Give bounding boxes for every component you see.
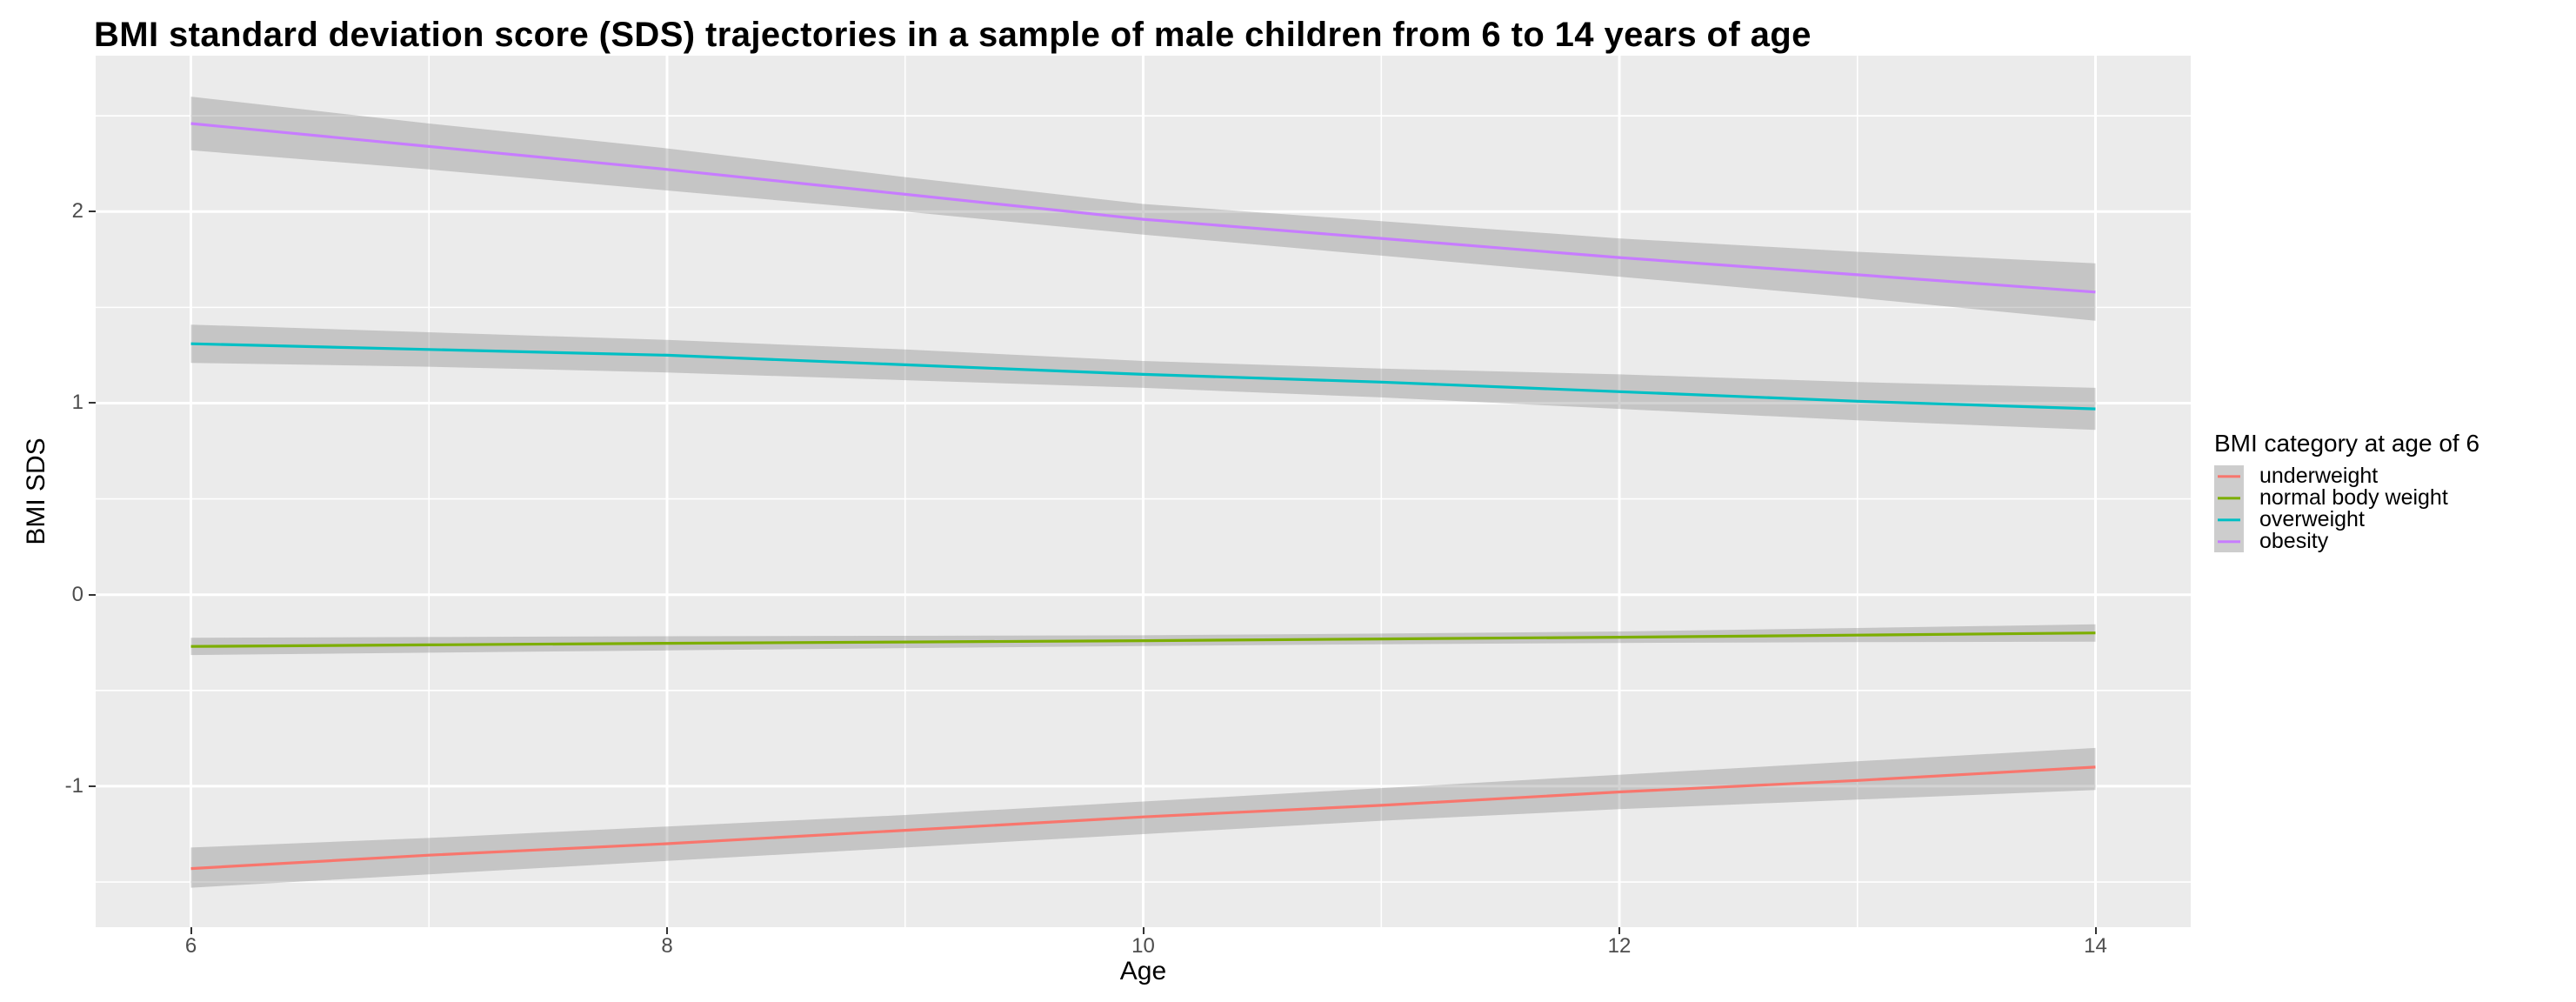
line-overweight bbox=[190, 342, 2096, 411]
x-axis-title: Age bbox=[1119, 957, 1167, 985]
plot-panel bbox=[96, 56, 2191, 927]
legend-title: BMI category at age of 6 bbox=[2214, 430, 2480, 457]
x-tick-mark bbox=[666, 927, 668, 934]
legend-item-underweight: underweight bbox=[2214, 464, 2479, 488]
y-tick-mark bbox=[89, 593, 96, 596]
legend-key-line bbox=[2218, 518, 2240, 522]
y-tick-label: -1 bbox=[64, 773, 83, 798]
x-tick-label: 12 bbox=[1607, 934, 1632, 958]
chart-title: BMI standard deviation score (SDS) traje… bbox=[94, 16, 1812, 54]
x-tick-mark bbox=[1142, 927, 1145, 934]
y-tick-mark bbox=[89, 402, 96, 404]
legend-key-line bbox=[2218, 539, 2240, 544]
line-normal-body-weight bbox=[190, 631, 2096, 648]
x-tick-label: 8 bbox=[661, 934, 673, 958]
y-tick-label: 1 bbox=[71, 391, 83, 415]
y-tick-label: 2 bbox=[71, 199, 83, 224]
legend-key-line bbox=[2218, 496, 2240, 500]
line-obesity bbox=[190, 122, 2096, 294]
legend-key-swatch bbox=[2214, 465, 2244, 487]
legend-item-overweight: overweight bbox=[2214, 507, 2479, 531]
legend-item-obesity: obesity bbox=[2214, 529, 2479, 553]
legend-item-label: normal body weight bbox=[2259, 485, 2448, 510]
y-tick-mark bbox=[89, 785, 96, 787]
legend-key-swatch bbox=[2214, 509, 2244, 531]
legend-item-normal-body-weight: normal body weight bbox=[2214, 485, 2479, 510]
x-tick-mark bbox=[1618, 927, 1620, 934]
legend-items: underweight normal body weight overweight o… bbox=[2214, 464, 2479, 553]
legend-item-label: underweight bbox=[2259, 464, 2379, 488]
x-tick-label: 10 bbox=[1131, 934, 1155, 958]
ribbon-overweight bbox=[190, 324, 2096, 431]
ribbon-obesity bbox=[190, 97, 2096, 321]
x-tick-label: 6 bbox=[184, 934, 197, 958]
x-tick-label: 14 bbox=[2084, 934, 2107, 958]
y-tick-mark bbox=[89, 210, 96, 213]
legend-key-line bbox=[2218, 474, 2240, 478]
line-underweight bbox=[190, 765, 2096, 871]
legend-key-swatch bbox=[2214, 487, 2244, 509]
x-tick-mark bbox=[2094, 927, 2097, 934]
x-tick-mark bbox=[190, 927, 192, 934]
plot-canvas bbox=[96, 56, 2191, 927]
legend: BMI category at age of 6 underweight norm… bbox=[2214, 430, 2480, 553]
legend-item-label: obesity bbox=[2259, 529, 2329, 553]
y-tick-label: 0 bbox=[71, 582, 83, 606]
y-axis-title: BMI SDS bbox=[22, 438, 50, 545]
legend-item-label: overweight bbox=[2259, 507, 2365, 531]
legend-key-swatch bbox=[2214, 531, 2244, 552]
